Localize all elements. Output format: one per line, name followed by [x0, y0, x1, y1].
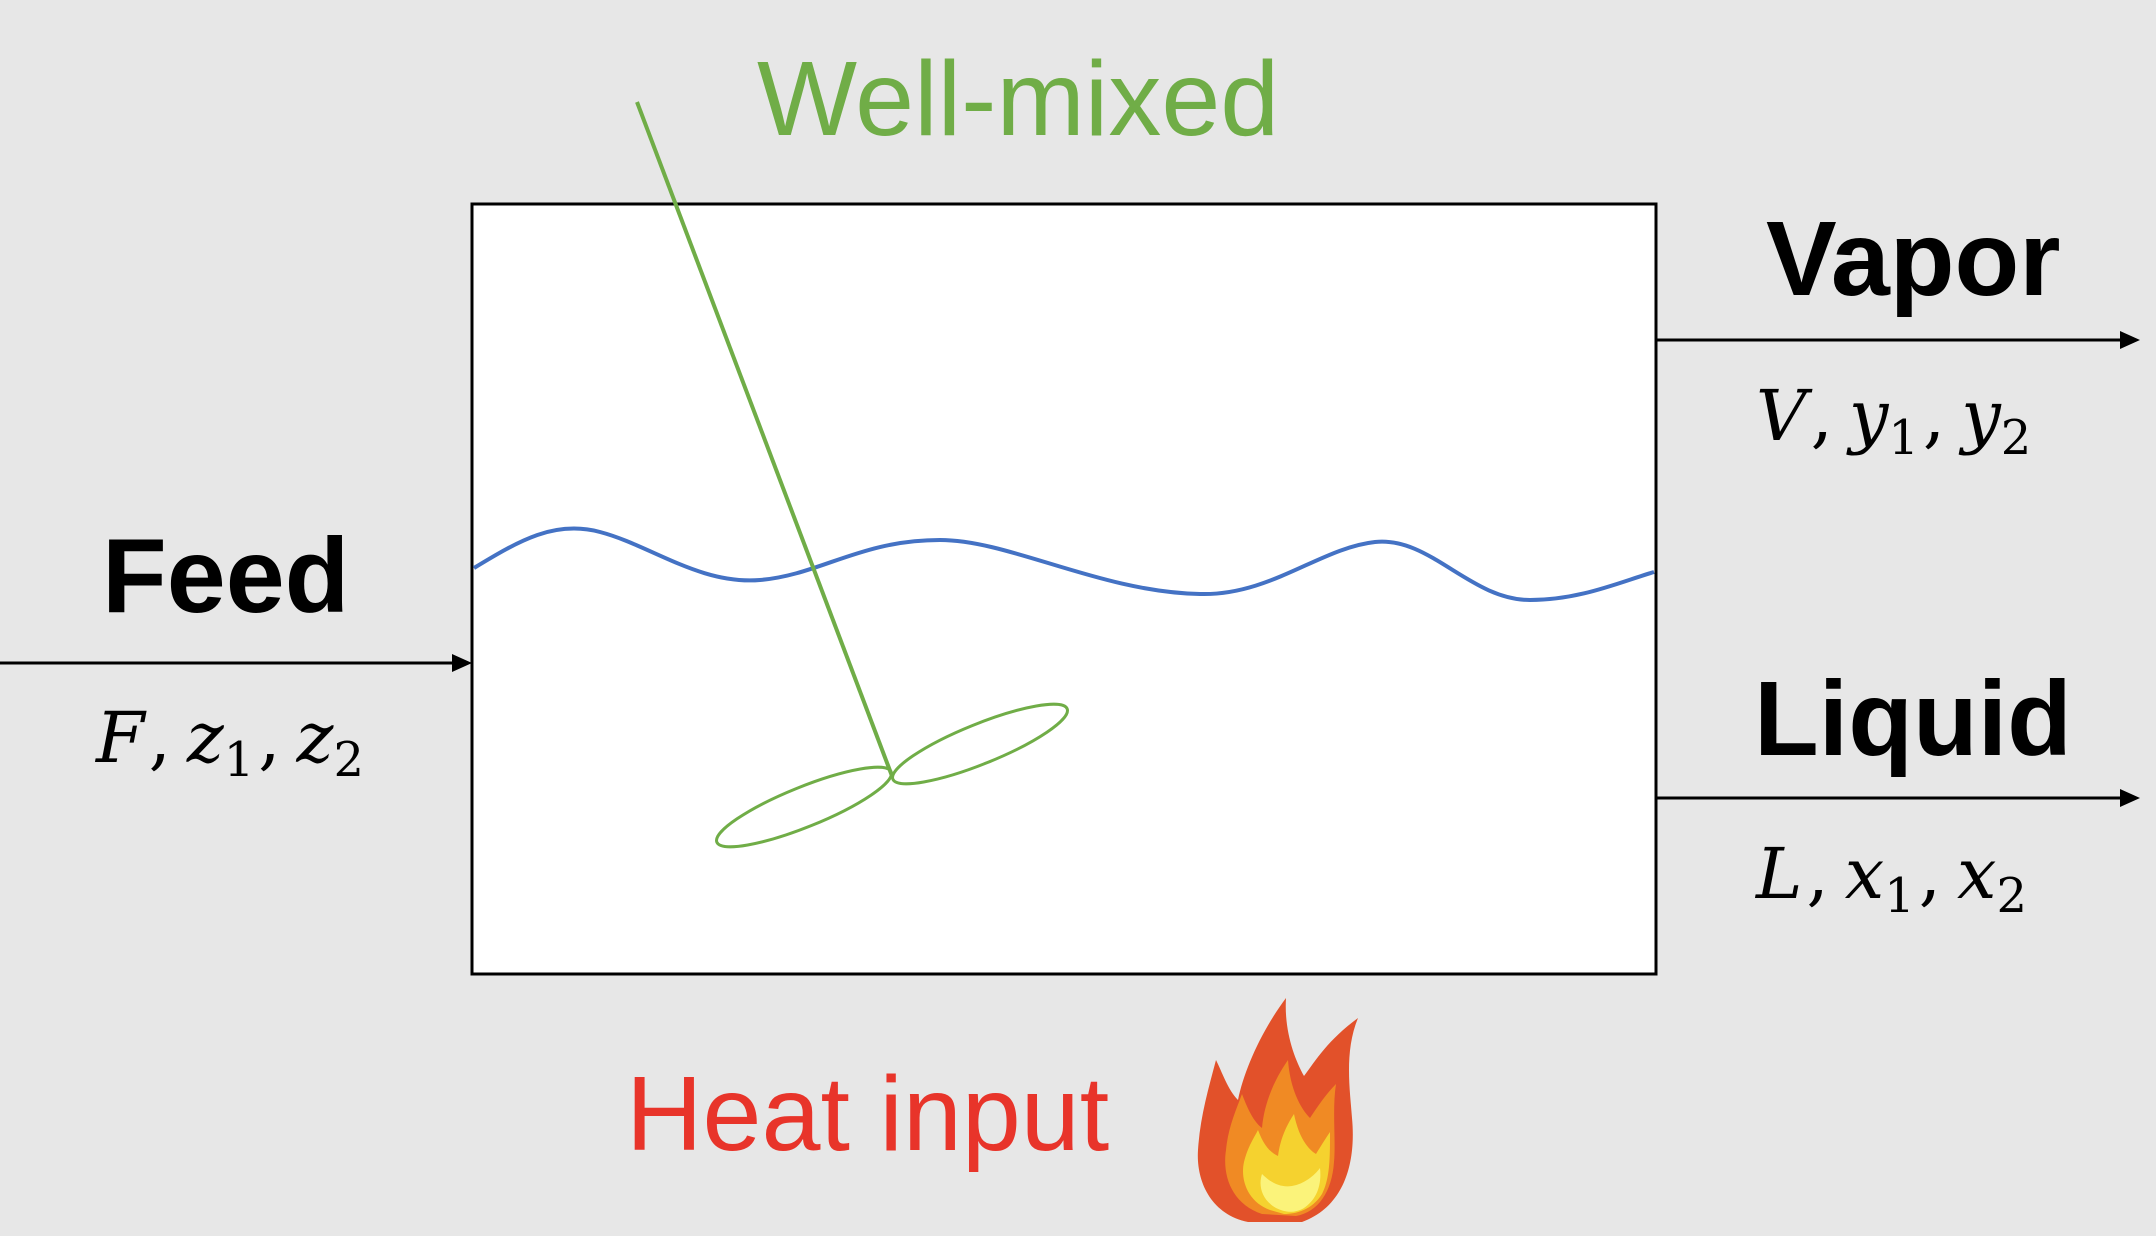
liquid-flow-symbol: L [1754, 833, 1802, 915]
vapor-flow-symbol: V [1756, 375, 1813, 457]
vapor-comp2-symbol: y [1958, 375, 2002, 457]
liquid-comp1-subscript: 1 [1884, 868, 1915, 924]
feed-comp1-symbol: z [186, 697, 225, 779]
feed-label: Feed [102, 517, 349, 635]
liquid-comp2-symbol: x [1957, 833, 1996, 915]
feed-flow-symbol: F [94, 697, 147, 779]
liquid-comp1-symbol: x [1845, 833, 1884, 915]
agitator-shaft [635, 101, 894, 777]
liquid-arrow [1656, 789, 2140, 807]
agitator-blade-left [715, 765, 893, 849]
vapor-comp1-subscript: 1 [1888, 410, 1919, 466]
liquid-comp2-subscript: 2 [1997, 868, 2028, 924]
agitator-icon [635, 101, 1069, 849]
flame-icon [1197, 998, 1358, 1222]
vapor-stream-variables: V, y1, y2 [1756, 375, 2031, 466]
feed-comp2-subscript: 2 [333, 732, 364, 788]
heat-input-label: Heat input [626, 1055, 1109, 1173]
flash-vessel [470, 202, 1658, 976]
vapor-comp2-subscript: 2 [2001, 410, 2032, 466]
vapor-label: Vapor [1766, 200, 2061, 318]
feed-comp2-symbol: z [296, 697, 335, 779]
feed-stream-variables: F, z1, z2 [94, 697, 364, 788]
liquid-surface-wave [472, 526, 1655, 603]
agitator-blade-right [891, 702, 1069, 786]
liquid-stream-variables: L, x1, x2 [1754, 833, 2027, 924]
liquid-label: Liquid [1754, 660, 2072, 778]
vapor-arrow [1656, 331, 2140, 349]
vapor-comp1-symbol: y [1846, 375, 1890, 457]
feed-arrow [0, 654, 472, 672]
well-mixed-label: Well-mixed [757, 40, 1279, 158]
feed-comp1-subscript: 1 [224, 732, 255, 788]
flame-core [1260, 1168, 1321, 1212]
